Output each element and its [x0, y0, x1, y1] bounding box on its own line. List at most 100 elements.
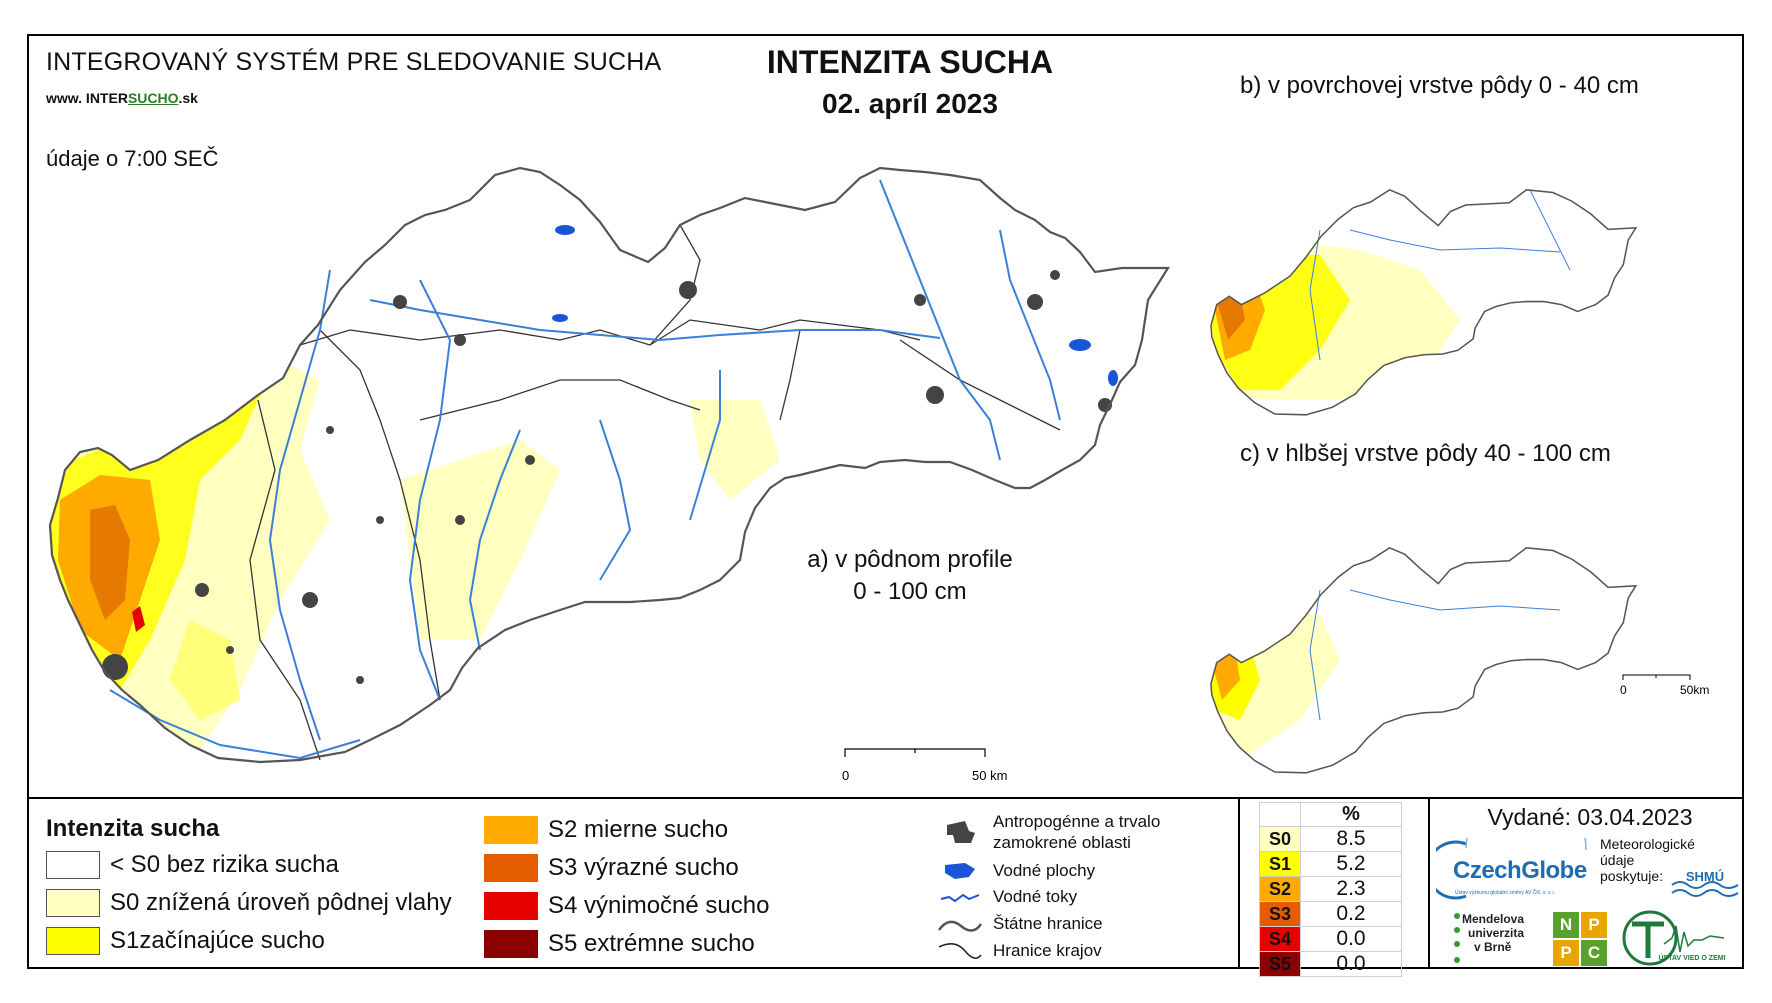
urban-area-icon: [947, 821, 975, 843]
npc-letter-p2: P: [1553, 940, 1579, 966]
small-scale-50: 50km: [1680, 683, 1709, 697]
legend-item-s0-none: < S0 bez rizika sucha: [46, 851, 339, 879]
map-b: [1210, 189, 1637, 416]
czechglobe-name: CzechGlobe: [1453, 857, 1587, 884]
state-border-icon: [937, 920, 983, 932]
table-header-empty: [1259, 802, 1301, 827]
legend-item-s5: S5 extrémne sucho: [484, 930, 755, 958]
website-link[interactable]: www. INTERSUCHO.sk: [46, 90, 198, 106]
table-row: S1 5.2: [1259, 851, 1402, 877]
czechglobe-subtitle: Ústav výzkumu globální změny AV ČR, v. v…: [1455, 890, 1556, 896]
legend-swatch: [484, 892, 538, 920]
table-class: S1: [1259, 851, 1301, 877]
legend-item-s0: S0 znížená úroveň pôdnej vlahy: [46, 889, 452, 917]
table-header-percent: %: [1300, 802, 1402, 827]
legend-title: Intenzita sucha: [46, 815, 220, 842]
mendel-line2: univerzita: [1468, 926, 1525, 940]
main-map-water-bodies: [552, 225, 1118, 386]
map-b-rivers: [1309, 189, 1571, 361]
data-time: údaje o 7:00 SEČ: [46, 146, 219, 171]
table-value: 8.5: [1300, 826, 1402, 852]
table-row: S4 0.0: [1259, 926, 1402, 952]
legend-label: S0 znížená úroveň pôdnej vlahy: [110, 889, 452, 916]
main-scale-50: 50 km: [972, 768, 1007, 783]
legend-label: S2 mierne sucho: [548, 816, 729, 843]
npc-letter-p: P: [1581, 912, 1607, 938]
overlay-label: Hranice krajov: [993, 940, 1102, 960]
main-map-scale-bar: [844, 748, 986, 757]
mendel-dots-icon: [1454, 913, 1460, 963]
mendel-line1: Mendelova: [1462, 912, 1525, 926]
npc-letter-n: N: [1553, 912, 1579, 938]
legend-swatch: [46, 889, 100, 917]
uvz-logo-icon: ÚSTAV VIED O ZEMI: [1622, 910, 1726, 966]
system-name: INTEGROVANÝ SYSTÉM PRE SLEDOVANIE SUCHA: [46, 48, 662, 76]
shmu-text: SHMÚ: [1686, 869, 1724, 884]
legend-label: S3 výrazné sucho: [548, 854, 739, 881]
table-value: 0.2: [1300, 901, 1402, 927]
drought-percent-table: % S0 8.5 S1 5.2 S2 2.3 S3 0.2 S4 0.0 S5 …: [1259, 802, 1402, 977]
issued-date: Vydané: 03.04.2023: [1487, 804, 1693, 830]
small-scale-0: 0: [1620, 683, 1627, 697]
table-value: 5.2: [1300, 851, 1402, 877]
map-c-rivers: [1309, 589, 1561, 721]
map-main: 0 50 km: [48, 166, 1170, 783]
map-c: 0 50km: [1210, 547, 1709, 774]
legend-swatch: [46, 851, 100, 879]
main-map-urban-areas: [102, 270, 1112, 684]
meteo-line3: poskytuje:: [1600, 868, 1664, 884]
legend-item-s4: S4 výnimočné sucho: [484, 892, 769, 920]
table-class: S2: [1259, 876, 1301, 902]
water-body-icon: [945, 863, 975, 879]
legend-separator-2: [1428, 797, 1430, 969]
main-map-rivers: [109, 179, 1061, 760]
page-date: 02. apríl 2023: [822, 88, 998, 119]
table-row: S5 0.0: [1259, 951, 1402, 977]
table-class: S4: [1259, 926, 1301, 952]
map-a-label-line1: a) v pôdnom profile: [807, 546, 1013, 573]
uvz-text: ÚSTAV VIED O ZEMI: [1658, 953, 1725, 962]
legend-label: S4 výnimočné sucho: [548, 892, 770, 919]
page-title: INTENZITA SUCHA: [766, 44, 1054, 80]
table-row: S2 2.3: [1259, 876, 1402, 902]
overlay-item-rivers: Vodné toky: [935, 881, 1077, 911]
legend-swatch: [484, 930, 538, 958]
legend-swatch: [46, 927, 100, 955]
legend-item-s3: S3 výrazné sucho: [484, 854, 739, 882]
legend-item-s1: S1začínajúce sucho: [46, 927, 325, 955]
website-mid: SUCHO: [127, 90, 179, 106]
website-prefix: www. INTER: [46, 90, 128, 106]
main-map-region-borders: [249, 224, 1061, 761]
overlay-label: Vodné toky: [993, 886, 1078, 906]
overlay-item-state-border: Štátne hranice: [935, 908, 1103, 938]
map-b-label: b) v povrchovej vrstve pôdy 0 - 40 cm: [1240, 72, 1639, 99]
overlay-label: Vodné plochy: [993, 860, 1096, 880]
npc-letter-c: C: [1581, 940, 1607, 966]
legend-swatch: [484, 854, 538, 882]
table-value: 0.0: [1300, 926, 1402, 952]
legend-divider: [27, 797, 1744, 799]
map-a-label-line2: 0 - 100 cm: [853, 578, 967, 605]
meteo-line2: údaje: [1600, 852, 1635, 868]
legend-swatch: [484, 816, 538, 844]
map-a-label: a) v pôdnom profile 0 - 100 cm: [780, 544, 1040, 608]
legend-separator-1: [1238, 797, 1240, 969]
overlay-item-water: Vodné plochy: [935, 855, 1095, 885]
mendel-university-text: Mendelova univerzita v Brně: [1462, 912, 1524, 954]
overlay-item-region-border: Hranice krajov: [935, 935, 1102, 965]
table-row: S3 0.2: [1259, 901, 1402, 927]
shmu-logo-icon: SHMÚ: [1671, 869, 1739, 897]
region-border-icon: [938, 943, 982, 959]
meteo-provider-text: Meteorologické údaje poskytuje:: [1600, 836, 1695, 884]
table-value: 0.0: [1300, 951, 1402, 977]
overlay-label: Štátne hranice: [993, 913, 1103, 933]
table-value: 2.3: [1300, 876, 1402, 902]
meteo-line1: Meteorologické: [1600, 836, 1695, 852]
table-row: S0 8.5: [1259, 826, 1402, 852]
small-map-scale-bar: [1622, 674, 1691, 680]
legend-label: S5 extrémne sucho: [548, 930, 755, 957]
overlay-item-urban: Antropogénne a trvalo zamokrené oblasti: [935, 811, 1203, 853]
main-scale-0: 0: [842, 768, 849, 783]
legend-label: < S0 bez rizika sucha: [110, 851, 339, 878]
river-icon: [940, 893, 980, 903]
